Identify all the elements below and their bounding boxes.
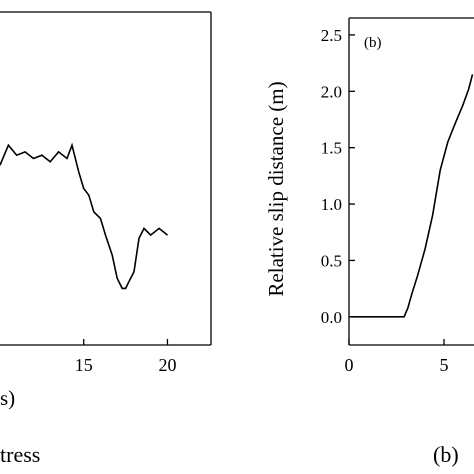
panel-label-b: (b) [364,35,382,51]
right-y-tick-label: 1.0 [321,195,342,214]
left-series-line [0,142,168,290]
right-y-tick-label: 2.0 [321,82,342,101]
right-y-tick-label: 2.5 [321,26,342,45]
left-x-tick-labels: 15 20 [75,355,177,375]
left-x-ticks [83,339,169,345]
right-y-axis-label: Relative slip distance (m) [264,81,288,296]
right-y-tick-label: 0.5 [321,251,342,270]
left-x-axis-label: s) [0,386,15,410]
right-x-tick-label: 0 [345,355,354,375]
right-series-line [349,74,474,318]
left-chart-panel: 15 20 s) [0,11,212,410]
left-x-tick-label: 20 [158,355,176,375]
right-y-tick-label: 0.0 [321,308,342,327]
left-x-tick-label: 15 [75,355,93,375]
caption-label-b: (b) [433,442,459,467]
right-y-tick-labels: 0.0 0.5 1.0 1.5 2.0 2.5 [321,26,342,327]
right-x-ticks [348,339,445,345]
caption-fragment-left: tress [0,442,41,467]
right-y-ticks [349,34,355,318]
right-y-tick-label: 1.5 [321,139,342,158]
right-x-tick-label: 5 [440,355,449,375]
